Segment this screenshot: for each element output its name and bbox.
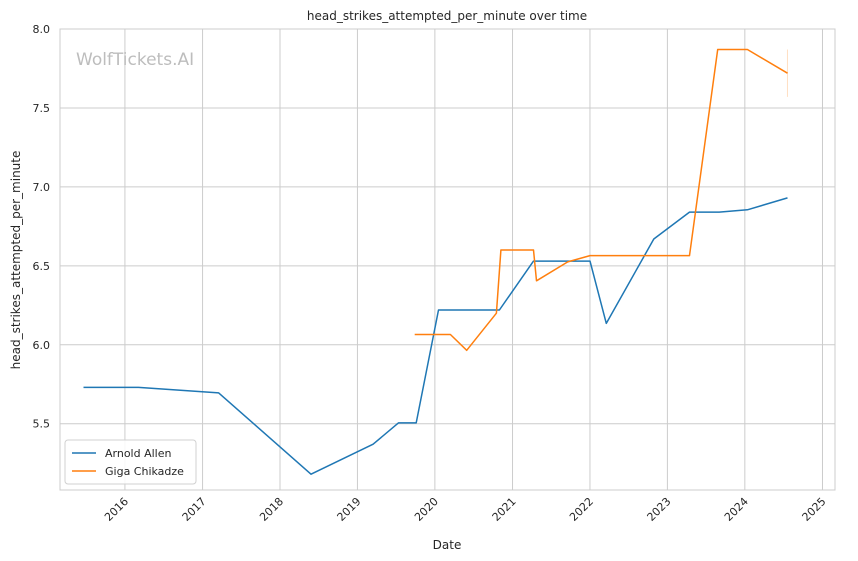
legend-box [64,439,197,485]
series-line-1 [414,48,788,352]
y-tick-label: 7.5 [33,102,51,115]
y-axis-title: head_strikes_attempted_per_minute [9,151,23,370]
series-line-0 [83,197,788,475]
legend-label: Arnold Allen [105,447,171,460]
watermark-text: WolfTickets.AI [76,50,194,70]
y-tick-label: 5.5 [33,418,51,431]
legend-label: Giga Chikadze [105,465,184,478]
chart-title: head_strikes_attempted_per_minute over t… [307,9,587,23]
y-tick-label: 6.0 [33,339,51,352]
y-tick-label: 8.0 [33,23,51,36]
y-tick-labels: 5.5 6.0 6.5 7.0 7.5 8.0 [33,23,51,431]
legend: Arnold Allen Giga Chikadze [64,439,197,485]
y-tick-label: 6.5 [33,260,51,273]
series-lines [83,48,788,475]
x-axis-title: Date [433,538,462,552]
plot-frame [59,28,836,491]
y-tick-label: 7.0 [33,181,51,194]
plot-area [60,29,835,490]
